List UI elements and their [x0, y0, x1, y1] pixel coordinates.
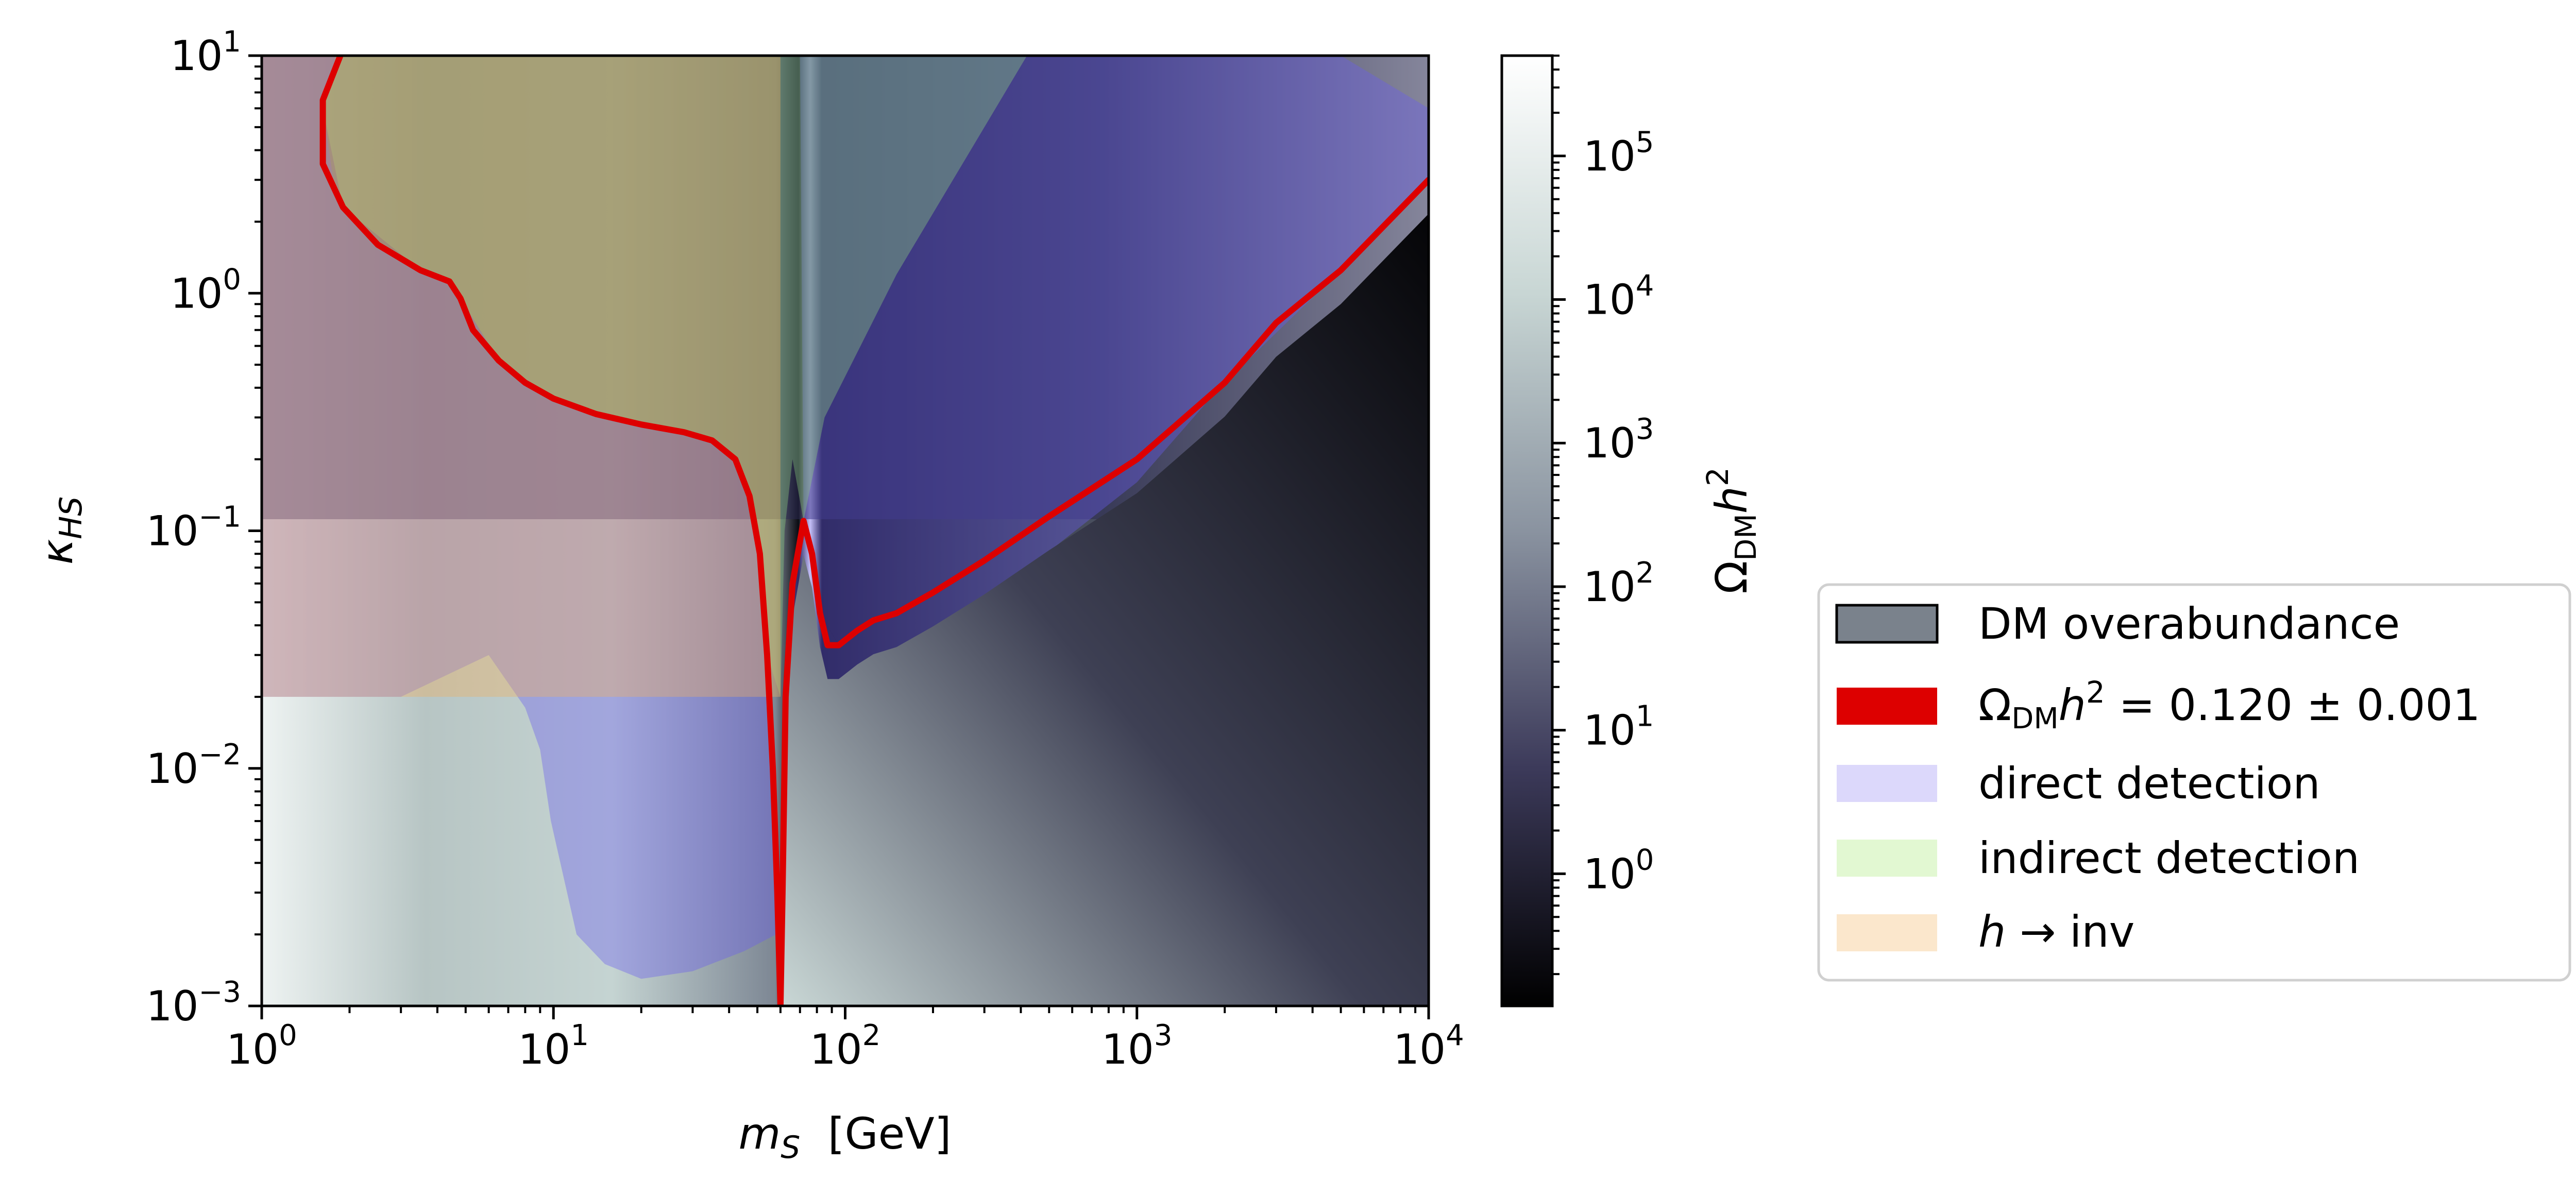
- x-tick-label-2-base: 10: [810, 1026, 862, 1073]
- x-axis-label-unit: [GeV]: [800, 1108, 951, 1159]
- y-tick-label-2: 10−1: [146, 501, 241, 555]
- relic-density-curve: [319, 56, 1429, 1006]
- legend-swatch-indirect-detection: [1837, 840, 1937, 877]
- cbar-tick-label-5: 105: [1583, 126, 1654, 180]
- colorbar-label-var: h: [1706, 486, 1757, 514]
- cbar-tick-label-2-exp: 2: [1636, 556, 1654, 590]
- y-tick-label-0-exp: −3: [198, 976, 241, 1009]
- y-tick-label-3-exp: 0: [223, 263, 241, 296]
- legend-hinv-var: h: [1978, 907, 2006, 957]
- cbar-tick-label-3-exp: 3: [1636, 413, 1654, 446]
- underabundance-wedge: [782, 214, 1429, 1006]
- x-tick-label-3-exp: 3: [1154, 1019, 1173, 1052]
- legend: DM overabundance ΩDMh2 = 0.120 ± 0.001 d…: [1817, 583, 2571, 982]
- x-tick-label-3-base: 10: [1101, 1026, 1154, 1073]
- y-tick-label-2-base: 10: [146, 507, 199, 555]
- cbar-tick-label-0-base: 10: [1583, 850, 1636, 898]
- x-tick-label-1-base: 10: [518, 1026, 571, 1073]
- x-axis-label-var: m: [738, 1108, 781, 1159]
- x-axis-ticks: 100 101 102 103 104: [226, 1006, 1464, 1073]
- x-axis-label: mS [GeV]: [738, 1108, 951, 1166]
- x-tick-label-0-base: 10: [226, 1026, 279, 1073]
- legend-label-h-inv: h → inv: [1978, 907, 2134, 957]
- cbar-tick-label-3: 103: [1583, 413, 1654, 467]
- cbar-tick-label-4: 104: [1583, 269, 1654, 324]
- cbar-tick-label-2: 102: [1583, 556, 1654, 611]
- x-tick-label-4: 104: [1393, 1019, 1464, 1073]
- y-tick-label-4-exp: 1: [223, 25, 241, 59]
- cbar-tick-label-1-exp: 1: [1636, 700, 1654, 733]
- cbar-tick-label-4-base: 10: [1583, 276, 1636, 324]
- y-tick-label-3-base: 10: [171, 269, 223, 317]
- cbar-tick-label-0: 100: [1583, 843, 1654, 898]
- colorbar-frame: [1500, 54, 1554, 1007]
- y-tick-label-1-base: 10: [146, 745, 199, 793]
- x-tick-label-2: 102: [810, 1019, 880, 1073]
- region-direct-detection-1: [800, 56, 1429, 645]
- legend-hinv-rest: → inv: [2006, 907, 2134, 957]
- legend-label-relic-density: ΩDMh2 = 0.120 ± 0.001: [1978, 675, 2480, 736]
- x-axis-label-sub: S: [781, 1130, 800, 1166]
- legend-relic-sub: DM: [2011, 702, 2058, 736]
- x-tick-label-2-exp: 2: [862, 1019, 881, 1052]
- x-tick-label-4-base: 10: [1393, 1026, 1446, 1073]
- x-tick-label-0: 100: [226, 1019, 297, 1073]
- x-tick-label-1: 101: [518, 1019, 589, 1073]
- cbar-tick-label-2-base: 10: [1583, 563, 1636, 611]
- cbar-tick-label-0-exp: 0: [1636, 843, 1654, 877]
- legend-relic-omega: Ω: [1978, 680, 2011, 730]
- cbar-tick-label-5-base: 10: [1583, 132, 1636, 180]
- y-tick-label-1-exp: −2: [198, 738, 241, 772]
- y-axis-label-sub: HS: [53, 497, 89, 539]
- legend-swatch-overabundance: [1835, 604, 1939, 644]
- y-tick-label-3: 100: [171, 263, 241, 317]
- cbar-tick-label-1-base: 10: [1583, 707, 1636, 755]
- y-tick-label-2-exp: −1: [198, 501, 241, 534]
- x-tick-label-1-exp: 1: [570, 1019, 589, 1052]
- y-axis-label: κHS: [32, 497, 89, 565]
- y-tick-label-0: 10−3: [146, 976, 241, 1030]
- y-tick-label-0-base: 10: [146, 982, 199, 1030]
- region-direct-detection-0: [262, 56, 777, 979]
- legend-relic-var: h: [2059, 680, 2086, 730]
- y-tick-label-1: 10−2: [146, 738, 241, 793]
- colorbar-label: ΩDMh2: [1700, 467, 1763, 594]
- colorbar-gradient: [1502, 56, 1552, 1006]
- legend-swatch-h-inv: [1837, 914, 1937, 951]
- colorbar-label-sup: 2: [1700, 467, 1735, 486]
- legend-label-direct-detection: direct detection: [1978, 758, 2320, 809]
- cbar-tick-label-5-exp: 5: [1636, 126, 1654, 159]
- legend-swatch-relic-density: [1837, 688, 1937, 725]
- x-tick-label-4-exp: 4: [1446, 1019, 1464, 1052]
- legend-label-indirect-detection: indirect detection: [1978, 833, 2360, 883]
- legend-swatch-direct-detection: [1837, 765, 1937, 802]
- legend-label-overabundance: DM overabundance: [1978, 599, 2400, 649]
- cbar-tick-label-4-exp: 4: [1636, 269, 1654, 303]
- y-axis-label-var: κ: [32, 539, 82, 565]
- colorbar-label-omega: Ω: [1706, 561, 1757, 594]
- x-tick-label-0-exp: 0: [279, 1019, 297, 1052]
- colorbar-label-sub: DM: [1730, 514, 1763, 560]
- cbar-tick-label-1: 101: [1583, 700, 1654, 755]
- plot-area: [262, 56, 1429, 1006]
- legend-frame: [1817, 583, 2571, 982]
- x-tick-label-3: 103: [1101, 1019, 1172, 1073]
- cbar-tick-label-3-base: 10: [1583, 419, 1636, 467]
- y-tick-label-4: 101: [171, 25, 241, 80]
- region-indirect-detection-3: [323, 56, 1027, 697]
- legend-relic-sup: 2: [2086, 675, 2105, 710]
- y-tick-label-4-base: 10: [171, 32, 223, 80]
- legend-relic-rest: = 0.120 ± 0.001: [2105, 680, 2481, 730]
